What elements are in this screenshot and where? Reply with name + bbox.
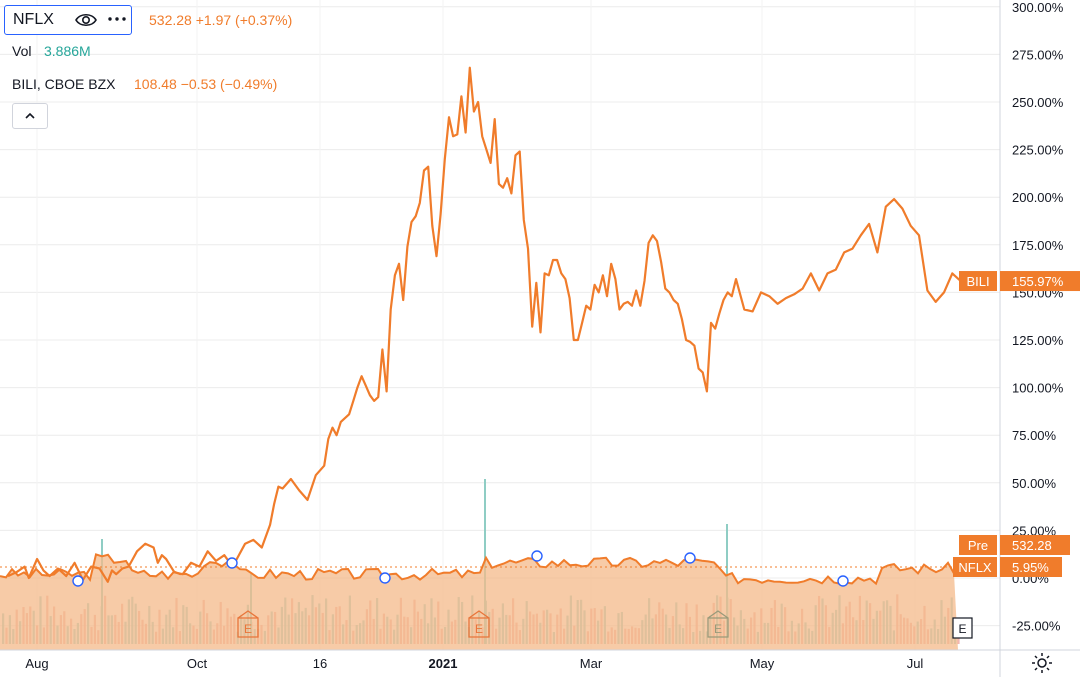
nflx-line — [0, 553, 955, 586]
bili-label-name: BILI — [966, 274, 989, 289]
x-tick-label: May — [750, 656, 775, 671]
bili-line — [7, 66, 962, 583]
dividend-marker — [226, 557, 238, 569]
earnings-upcoming-flag — [952, 617, 973, 639]
compare-price: 108.48 — [134, 76, 177, 92]
nflx-value-label: 5.95% — [1012, 560, 1049, 575]
y-tick-label: 175.00% — [1012, 238, 1064, 253]
pre-value-tag — [1000, 535, 1070, 555]
y-tick-label: 100.00% — [1012, 381, 1064, 396]
y-tick-label: 275.00% — [1012, 47, 1064, 62]
volume-label: Vol — [12, 43, 32, 59]
nflx-change: +1.97 — [195, 12, 232, 28]
bili-value-label: 155.97% — [1012, 274, 1064, 289]
nflx-change-pct: (+0.37%) — [235, 12, 293, 28]
gear-icon[interactable] — [1031, 652, 1053, 674]
pre-value-label: 532.28 — [1012, 538, 1052, 553]
dividend-marker — [531, 550, 543, 562]
chevron-up-icon — [25, 112, 35, 119]
earnings-flag-label: E — [244, 622, 252, 636]
y-tick-label: 125.00% — [1012, 333, 1064, 348]
compare-quote: 108.48 −0.53 (−0.49%) — [134, 76, 277, 92]
nflx-label-tag — [953, 557, 997, 577]
earnings-flag-label: E — [475, 622, 483, 636]
symbol-box[interactable]: NFLX — [4, 5, 132, 35]
grid-lines — [0, 0, 1000, 650]
y-tick-label: -25.00% — [1012, 619, 1061, 634]
volume-value: 3.886M — [44, 43, 91, 59]
bili-series-line — [7, 66, 962, 583]
nflx-quote: 532.28 +1.97 (+0.37%) — [149, 12, 292, 28]
earnings-flag — [468, 610, 490, 638]
dividend-marker — [837, 575, 849, 587]
compare-symbol: BILI, CBOE BZX — [12, 76, 116, 92]
x-tick-label: Mar — [580, 656, 603, 671]
y-tick-label: 75.00% — [1012, 428, 1057, 443]
nflx-value-tag — [1000, 557, 1062, 577]
y-tick-label: 250.00% — [1012, 95, 1064, 110]
compare-change-pct: (−0.49%) — [220, 76, 278, 92]
dividend-marker — [379, 572, 391, 584]
collapse-legend-button[interactable] — [12, 103, 48, 129]
dividend-marker — [72, 575, 84, 587]
x-tick-label: Aug — [25, 656, 48, 671]
nflx-label-name: NFLX — [958, 560, 992, 575]
pre-label-name: Pre — [968, 538, 988, 553]
earnings-flag — [707, 610, 729, 638]
y-tick-label: 200.00% — [1012, 190, 1064, 205]
compare-change: −0.53 — [180, 76, 217, 92]
y-tick-label: 25.00% — [1012, 523, 1057, 538]
nflx-price: 532.28 — [149, 12, 192, 28]
x-tick-label: 2021 — [429, 656, 458, 671]
eye-icon[interactable] — [75, 12, 97, 28]
y-tick-label: 300.00% — [1012, 0, 1064, 15]
symbol-name[interactable]: NFLX — [13, 11, 54, 28]
more-dots-icon[interactable] — [107, 15, 127, 23]
x-tick-label: Oct — [187, 656, 208, 671]
pre-label-tag — [959, 535, 997, 555]
bili-label-tag — [959, 271, 997, 292]
price-labels: BILI 155.97% Pre 532.28 NFLX 5.95% — [953, 271, 1080, 577]
nflx-area — [0, 553, 958, 650]
y-tick-label: 50.00% — [1012, 476, 1057, 491]
x-tick-label: 16 — [313, 656, 327, 671]
y-tick-label: 225.00% — [1012, 143, 1064, 158]
earnings-upcoming-label: E — [958, 622, 966, 636]
earnings-flag-label: E — [714, 622, 722, 636]
nflx-area-fill — [0, 554, 958, 650]
earnings-flag — [237, 610, 259, 638]
dividend-marker — [684, 552, 696, 564]
x-tick-label: Jul — [907, 656, 924, 671]
bili-value-tag — [1000, 271, 1080, 292]
